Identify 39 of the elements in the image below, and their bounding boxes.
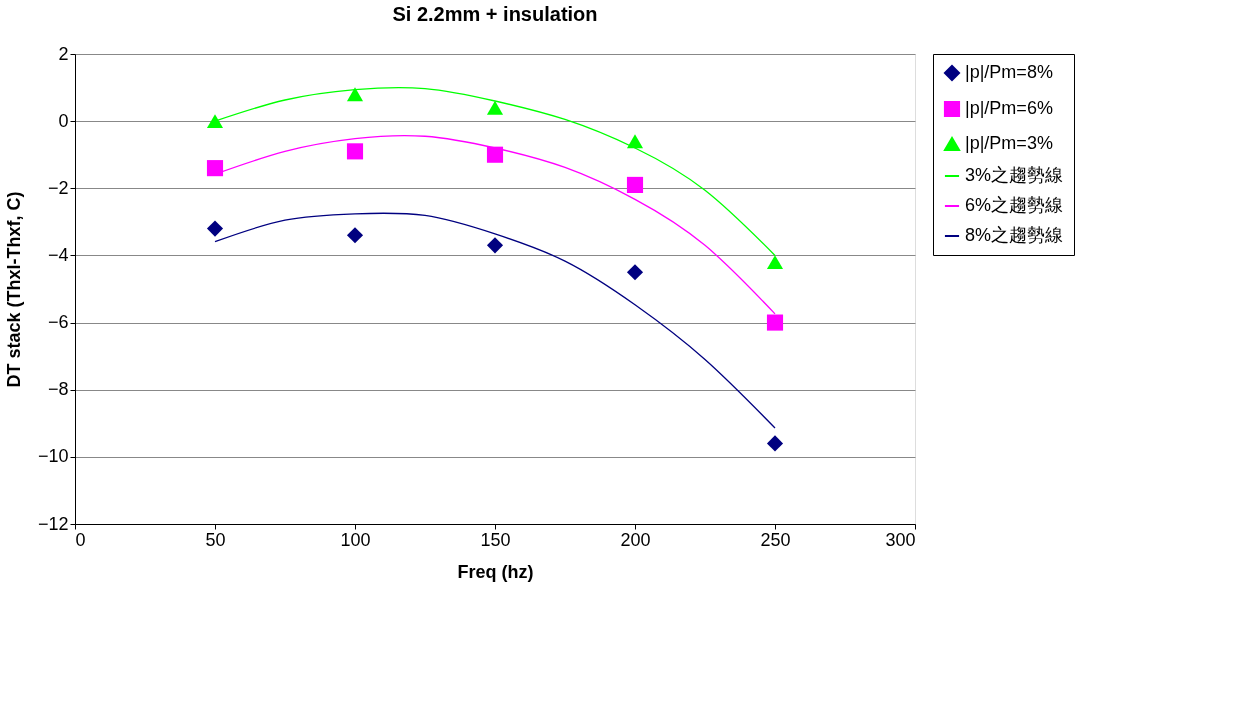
point xyxy=(346,143,364,160)
x-tick-label: 300 xyxy=(885,529,916,550)
y-tick-label: 2 xyxy=(58,43,69,64)
legend-label: 3%之趨勢線 xyxy=(965,165,1064,185)
legend-label: |p|/Pm=6% xyxy=(965,98,1053,118)
point xyxy=(766,314,784,331)
y-axis-title: DT stack (Thxl-Thxf, C) xyxy=(3,191,24,388)
y-tick-label: −12 xyxy=(37,513,69,534)
point xyxy=(486,146,504,163)
x-tick-label: 150 xyxy=(480,529,511,550)
point xyxy=(766,435,784,452)
line-series xyxy=(214,212,776,429)
point xyxy=(766,255,784,270)
y-tick-label: −4 xyxy=(47,244,69,265)
x-axis-title: Freq (hz) xyxy=(457,561,534,582)
point xyxy=(346,87,364,102)
point xyxy=(206,220,224,237)
x-tick-label: 100 xyxy=(340,529,371,550)
legend-label: 8%之趨勢線 xyxy=(965,225,1064,245)
point xyxy=(346,227,364,244)
y-tick-label: −2 xyxy=(47,177,69,198)
point xyxy=(486,237,504,254)
x-tick-label: 50 xyxy=(205,529,226,550)
y-tick-label: −6 xyxy=(47,312,69,333)
point xyxy=(626,264,644,281)
point xyxy=(206,160,224,177)
x-tick-label: 250 xyxy=(760,529,791,550)
legend-label: |p|/Pm=8% xyxy=(965,62,1053,82)
legend-label: 6%之趨勢線 xyxy=(965,195,1064,215)
y-tick-label: −10 xyxy=(37,446,69,467)
point xyxy=(206,114,224,129)
chart-title: Si 2.2mm + insulation xyxy=(392,3,598,25)
x-tick-label: 0 xyxy=(75,529,86,550)
y-tick-label: 0 xyxy=(58,110,69,131)
x-tick-label: 200 xyxy=(620,529,651,550)
legend-label: |p|/Pm=3% xyxy=(965,133,1053,153)
y-tick-label: −8 xyxy=(47,379,69,400)
point xyxy=(486,100,504,115)
point xyxy=(626,176,644,193)
